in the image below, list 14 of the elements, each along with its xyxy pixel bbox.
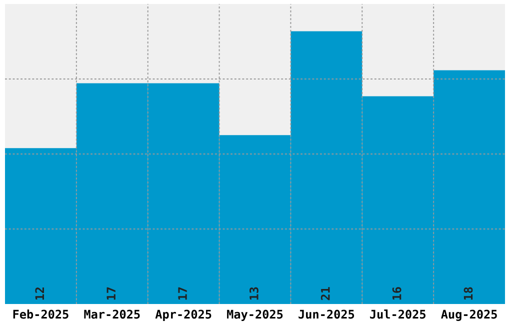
x-tick-label: May-2025 [227,310,283,321]
data-label: 21 [320,287,330,300]
data-label: 18 [464,287,473,300]
data-label: 12 [35,288,44,300]
data-label: 17 [178,287,187,300]
x-tick-label: Mar-2025 [84,310,140,319]
data-label: 17 [106,287,116,300]
x-tick-label: Apr-2025 [155,310,212,321]
data-label: 13 [249,287,258,300]
x-tick-label: Jul-2025 [370,310,426,319]
x-tick-label: Jun-2025 [298,310,354,319]
x-tick-label: Aug-2025 [441,310,497,321]
x-tick-label: Feb-2025 [13,310,68,319]
data-label: 16 [392,287,402,300]
